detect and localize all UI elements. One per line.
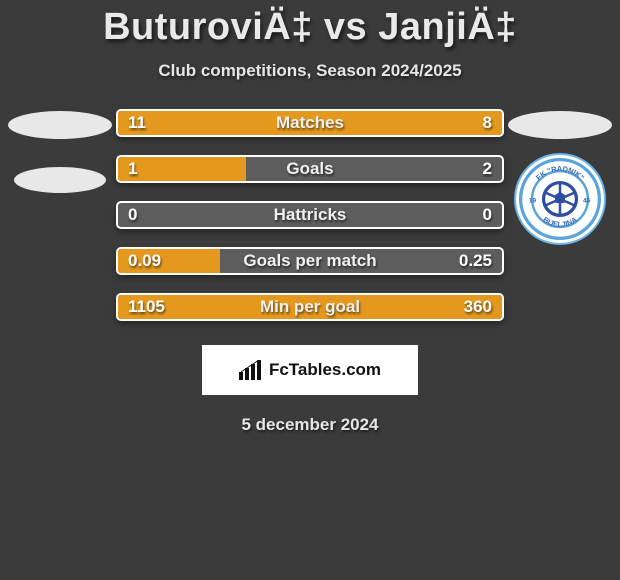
stat-bar-min-per-goal: 1105Min per goal360 — [116, 293, 504, 321]
stat-label: Goals — [118, 157, 502, 181]
stat-label: Hattricks — [118, 203, 502, 227]
page-subtitle: Club competitions, Season 2024/2025 — [0, 61, 620, 81]
svg-text:45: 45 — [583, 197, 591, 204]
stat-bar-hattricks: 0Hattricks0 — [116, 201, 504, 229]
stat-value-right: 0 — [483, 203, 492, 227]
attribution-text: FcTables.com — [269, 360, 381, 380]
attribution-badge: FcTables.com — [202, 345, 418, 395]
stat-bar-matches: 11Matches8 — [116, 109, 504, 137]
page-title: ButuroviÄ‡ vs JanjiÄ‡ — [0, 0, 620, 49]
stat-value-right: 0.25 — [459, 249, 492, 273]
stat-bar-goals-per-match: 0.09Goals per match0.25 — [116, 247, 504, 275]
stat-value-right: 2 — [483, 157, 492, 181]
stat-label: Matches — [118, 111, 502, 135]
stat-label: Min per goal — [118, 295, 502, 319]
right-team-crest: FK "RADNIK" BIJELJINA 19 45 — [514, 153, 606, 245]
stat-value-right: 360 — [464, 295, 492, 319]
right-player-photo-placeholder — [508, 111, 612, 139]
comparison-row: 11Matches8 1Goals2 0Hattricks0 0.09Goals pe… — [0, 109, 620, 321]
stat-bar-goals: 1Goals2 — [116, 155, 504, 183]
stat-label: Goals per match — [118, 249, 502, 273]
left-player-photo-placeholder — [14, 167, 106, 193]
left-team-col — [4, 109, 116, 193]
svg-text:19: 19 — [529, 197, 537, 204]
snapshot-date: 5 december 2024 — [0, 415, 620, 435]
barchart-icon — [239, 360, 263, 380]
radnik-badge-icon: FK "RADNIK" BIJELJINA 19 45 — [519, 158, 601, 240]
left-team-crest-placeholder — [8, 111, 112, 139]
stat-value-right: 8 — [483, 111, 492, 135]
right-team-col: FK "RADNIK" BIJELJINA 19 45 — [504, 109, 616, 245]
stat-bars: 11Matches8 1Goals2 0Hattricks0 0.09Goals pe… — [116, 109, 504, 321]
